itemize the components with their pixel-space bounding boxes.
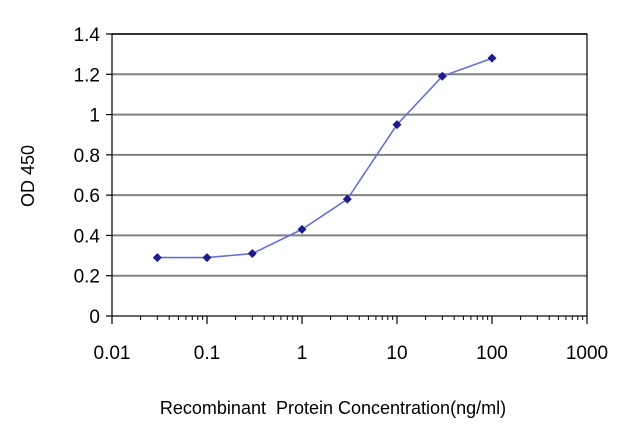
data-point [437, 71, 447, 81]
x-tick-label: 100 [476, 343, 508, 364]
data-point [152, 253, 162, 263]
data-point [392, 120, 402, 130]
x-tick-label: 10 [386, 343, 407, 364]
x-tick-label: 0.01 [94, 343, 131, 364]
series-line [157, 57, 493, 259]
y-tick-label: 1 [89, 106, 100, 127]
y-tick-label: 0.8 [74, 146, 100, 167]
x-tick-labels: 0.01 0.1 1 10 100 1000 [94, 343, 609, 364]
plot-frame [111, 33, 588, 317]
x-tick-label: 1000 [566, 343, 608, 364]
x-tick-label: 1 [297, 343, 308, 364]
y-tick-label: 0.2 [74, 267, 100, 288]
series [152, 53, 497, 263]
x-tick-label: 0.1 [194, 343, 220, 364]
data-point [202, 253, 212, 263]
grid [112, 33, 587, 277]
y-tick-labels: 0 0.2 0.4 0.6 0.8 1 1.2 1.4 [74, 25, 101, 328]
y-tick-label: 1.2 [74, 65, 100, 86]
data-point [247, 249, 257, 259]
y-tick-label: 0.4 [74, 226, 101, 247]
data-point [297, 224, 307, 234]
x-axis-label: Recombinant Protein Concentration(ng/ml) [160, 398, 506, 418]
data-point [342, 194, 352, 204]
data-point [487, 53, 497, 63]
y-axis-label: OD 450 [18, 145, 38, 207]
axes [106, 33, 588, 324]
y-tick-label: 0.6 [74, 186, 100, 207]
y-tick-label: 1.4 [74, 25, 101, 46]
y-tick-label: 0 [89, 307, 100, 328]
